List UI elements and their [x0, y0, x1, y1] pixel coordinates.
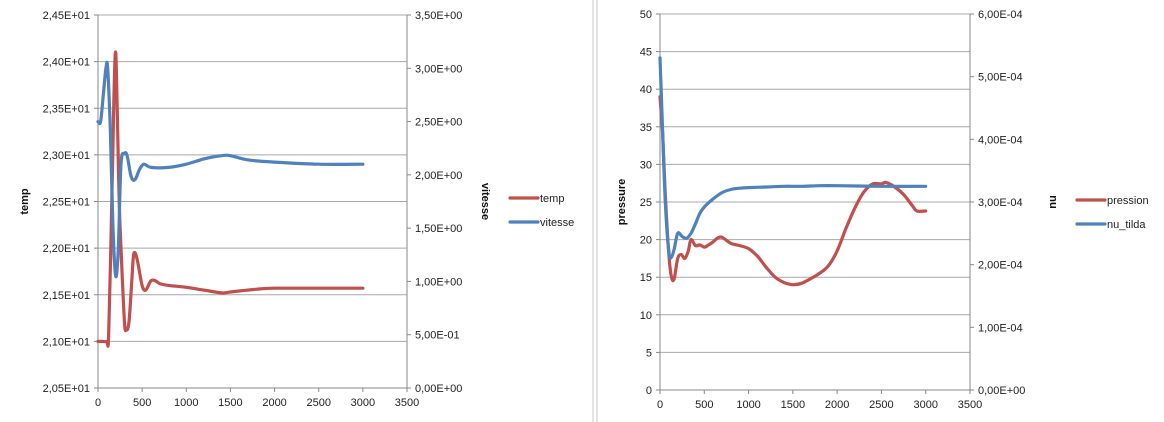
- y-right-tick-label: 5,00E-01: [415, 330, 460, 342]
- y-left-tick-label: 0: [646, 385, 652, 397]
- y-left-tick-label: 2,35E+01: [43, 103, 90, 115]
- x-tick-label: 500: [695, 399, 713, 411]
- chart-temp-vitesse: 2,05E+01 2,10E+01 2,15E+01 2,20E+01 2,25E+01…: [19, 10, 574, 409]
- y-left-axis-title: temp: [19, 188, 31, 215]
- legend-label: temp: [540, 193, 564, 205]
- y-left-tick-label: 2,25E+01: [43, 197, 90, 209]
- y-left-tick-label: 20: [640, 235, 652, 247]
- x-tick-label: 2500: [306, 397, 330, 409]
- y-right-tick-label: 1,00E+00: [415, 276, 462, 288]
- y-right-axis-title: vitesse: [479, 183, 491, 220]
- x-tick-label: 500: [133, 397, 151, 409]
- legend-label: vitesse: [540, 217, 574, 229]
- y-left-tick-label: 2,30E+01: [43, 150, 90, 162]
- y-left-tick-label: 30: [640, 159, 652, 171]
- y-right-tick-label: 3,00E-04: [978, 197, 1023, 209]
- series-line-pression: [658, 95, 928, 287]
- y-right-tick-label: 3,50E+00: [415, 10, 462, 22]
- series-line-nu-tilda: [658, 56, 928, 260]
- y-right-tick-label: 1,50E+00: [415, 223, 462, 235]
- y-right-tick-label: 2,50E+00: [415, 117, 462, 129]
- y-left-tick-label: 2,40E+01: [43, 57, 90, 69]
- x-tick-label: 1000: [736, 399, 760, 411]
- y-left-tick-label: 5: [646, 347, 652, 359]
- legend-label: nu_tilda: [1107, 219, 1146, 231]
- y-left-tick-label: 2,15E+01: [43, 290, 90, 302]
- y-left-tick-label: 10: [640, 310, 652, 322]
- y-left-tick-label: 2,10E+01: [43, 336, 90, 348]
- chart-pression-nu-tilda: 0 5 10 15 20 25 30 35 40 45 50 0,00E+00 1,00E-04 2,00…: [616, 9, 1149, 411]
- x-tick-label: 1500: [218, 397, 242, 409]
- y-right-tick-label: 0,00E+00: [978, 385, 1025, 397]
- y-left-tick-label: 40: [640, 84, 652, 96]
- x-tick-label: 1500: [781, 399, 805, 411]
- x-tick-label: 2000: [262, 397, 286, 409]
- x-tick-label: 3500: [958, 399, 982, 411]
- y-left-axis-title: pressure: [616, 179, 628, 225]
- y-left-tick-label: 35: [640, 122, 652, 134]
- y-left-tick-label: 15: [640, 272, 652, 284]
- legend-label: pression: [1107, 195, 1149, 207]
- y-left-tick-label: 25: [640, 197, 652, 209]
- series-line-temp: [96, 50, 365, 348]
- x-tick-label: 3500: [395, 397, 419, 409]
- y-right-tick-label: 1,00E-04: [978, 322, 1023, 334]
- y-right-tick-label: 4,00E-04: [978, 134, 1023, 146]
- x-tick-label: 2000: [825, 399, 849, 411]
- series-line-vitesse: [96, 60, 365, 279]
- y-left-tick-label: 2,05E+01: [43, 383, 90, 395]
- y-right-tick-label: 2,00E+00: [415, 170, 462, 182]
- y-right-tick-label: 2,00E-04: [978, 260, 1023, 272]
- x-tick-label: 3000: [913, 399, 937, 411]
- y-right-tick-label: 5,00E-04: [978, 72, 1023, 84]
- y-right-axis-title: nu: [1047, 195, 1059, 208]
- x-tick-label: 0: [657, 399, 663, 411]
- y-right-tick-label: 3,00E+00: [415, 63, 462, 75]
- y-right-tick-label: 6,00E-04: [978, 9, 1023, 21]
- x-tick-label: 1000: [174, 397, 198, 409]
- y-left-tick-label: 2,20E+01: [43, 243, 90, 255]
- x-tick-label: 2500: [869, 399, 893, 411]
- y-left-tick-label: 2,45E+01: [43, 10, 90, 22]
- y-right-tick-label: 0,00E+00: [415, 383, 462, 395]
- x-tick-label: 0: [95, 397, 101, 409]
- y-left-tick-label: 45: [640, 47, 652, 59]
- x-tick-label: 3000: [351, 397, 375, 409]
- y-left-tick-label: 50: [640, 9, 652, 21]
